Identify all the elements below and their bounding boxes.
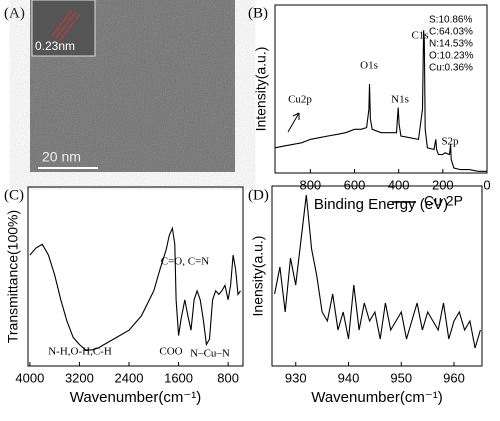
plot-frame — [271, 185, 483, 367]
peak-label: O1s — [360, 60, 378, 72]
panel-label: (C) — [4, 187, 24, 203]
composition-label: C:64.03% — [429, 27, 473, 38]
x-axis-label: Binding Energy (eV) — [314, 196, 448, 213]
x-tick-label: 960 — [443, 370, 465, 385]
y-axis-label: Transmittance(100%) — [5, 210, 21, 343]
peak-label: N-H,O-H,C-H — [48, 346, 112, 358]
x-tick-label: 950 — [390, 370, 412, 385]
panel-label: (D) — [248, 187, 269, 203]
peak-label: Cu2p — [288, 94, 312, 106]
composition-label: N:14.53% — [429, 39, 473, 50]
x-tick-label: 800 — [299, 177, 321, 192]
panel-label: (B) — [248, 5, 268, 21]
data-line — [274, 194, 481, 349]
lattice-label: 0.23nm — [35, 39, 75, 53]
peak-label: N1s — [391, 94, 409, 106]
x-tick-label: 4000 — [15, 370, 44, 385]
x-tick-label: 940 — [338, 370, 360, 385]
composition-label: O:10.23% — [429, 51, 474, 62]
panel-label: (A) — [4, 5, 25, 21]
composition-label: Cu:0.36% — [429, 63, 473, 74]
x-axis-label: Wavenumber(cm⁻¹) — [311, 389, 443, 406]
peak-label: C=O, C=N — [161, 256, 210, 268]
y-axis-label: Inensity(a.u.) — [250, 236, 266, 317]
x-tick-label: 3200 — [65, 370, 94, 385]
peak-label: S2p — [441, 136, 459, 148]
x-tick-label: 930 — [285, 370, 307, 385]
peak-label: COO — [159, 346, 182, 358]
x-tick-label: 2400 — [115, 370, 144, 385]
lattice-fringes — [51, 9, 81, 41]
x-tick-label: 600 — [344, 177, 366, 192]
peak-label: N–Cu–N — [190, 348, 230, 360]
x-tick-label: 1600 — [164, 370, 193, 385]
x-tick-label: 400 — [388, 177, 410, 192]
legend-label: Cu 2P — [424, 193, 463, 209]
data-line — [274, 30, 487, 172]
arrow — [287, 112, 300, 133]
x-tick-label: 800 — [217, 370, 239, 385]
plot-frame — [274, 4, 488, 174]
plot-frame — [27, 186, 244, 367]
x-tick-label: 0 — [483, 177, 490, 192]
y-axis-label: Intensity(a.u.) — [253, 47, 269, 132]
composition-label: S:10.86% — [429, 15, 472, 26]
x-tick-label: 200 — [432, 177, 454, 192]
x-axis-label: Wavenumber(cm⁻¹) — [70, 389, 202, 406]
data-line — [29, 226, 241, 351]
peak-label: C1s — [411, 30, 428, 42]
scale-bar-label: 20 nm — [42, 149, 81, 165]
